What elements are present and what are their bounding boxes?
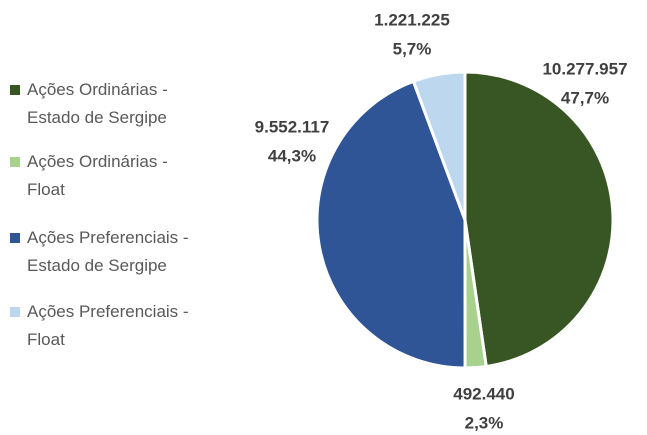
data-label-percent: 44,3% [268,146,316,165]
data-label-value: 9.552.117 [255,117,330,136]
legend-swatch [10,157,20,167]
data-label-percent: 5,7% [393,39,432,58]
legend-label: Ações Preferenciais - Estado de Sergipe [27,228,189,275]
legend-swatch [10,307,20,317]
legend-item: Ações Preferenciais - Float [10,298,210,354]
legend-label: Ações Preferenciais - Float [27,302,189,349]
pie-slice [463,70,615,369]
legend-item: Ações Ordinárias - Float [10,148,210,204]
pie-slice [411,70,467,221]
legend-label: Ações Ordinárias - Float [27,152,168,199]
data-label-percent: 2,3% [465,413,504,432]
legend-item: Ações Ordinárias - Estado de Sergipe [10,76,210,132]
legend-swatch [10,233,20,243]
data-label-value: 10.277.957 [542,59,627,78]
legend-label: Ações Ordinárias - Estado de Sergipe [27,80,168,127]
legend-item: Ações Preferenciais - Estado de Sergipe [10,224,210,280]
legend-swatch [10,85,20,95]
data-label-value: 492.440 [453,384,514,403]
pie-slice [315,79,467,370]
data-label-percent: 47,7% [561,88,609,107]
data-label-value: 1.221.225 [374,10,450,29]
